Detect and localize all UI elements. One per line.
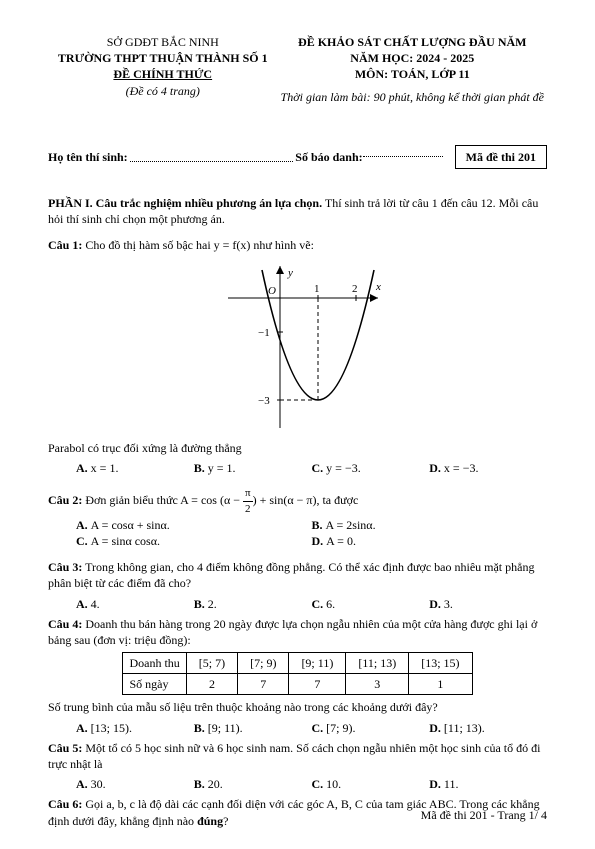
year-line: NĂM HỌC: 2024 - 2025 [278, 50, 547, 66]
q4-label: Câu 4: [48, 617, 82, 631]
subject-line: MÔN: TOÁN, LỚP 11 [278, 66, 547, 82]
question-1: Câu 1: Cho đồ thị hàm số bậc hai y = f(x… [48, 237, 547, 253]
q3-text: Trong không gian, cho 4 điểm không đồng … [48, 560, 534, 590]
q1-chart: y x O 1 2 −1 −3 [48, 260, 547, 434]
q5-A[interactable]: A. 30. [76, 776, 194, 792]
q4-A[interactable]: A. [13; 15). [76, 720, 194, 736]
q2-label: Câu 2: [48, 493, 82, 507]
q2-text-a: Đơn giản biểu thức A = cos [82, 493, 217, 507]
q2-opts-row2: C. A = sinα cosα. D. A = 0. [76, 533, 547, 549]
ytick-neg1: −1 [258, 327, 270, 339]
q4-tail: Số trung bình của mẫu số liệu trên thuộc… [48, 699, 547, 715]
duration-note: Thời gian làm bài: 90 phút, không kể thờ… [278, 89, 547, 105]
table-row: Số ngày 2 7 7 3 1 [123, 674, 472, 695]
question-3: Câu 3: Trong không gian, cho 4 điểm khôn… [48, 559, 547, 591]
xtick-2: 2 [352, 283, 358, 295]
q1-B[interactable]: B. y = 1. [194, 460, 312, 476]
q4-B[interactable]: B. [9; 11). [194, 720, 312, 736]
q3-B[interactable]: B. 2. [194, 596, 312, 612]
q6-text-c: ? [223, 814, 228, 828]
school-line: TRƯỜNG THPT THUẬN THÀNH SỐ 1 [48, 50, 278, 66]
q5-text: Một tổ có 5 học sinh nữ và 6 học sinh na… [48, 741, 540, 771]
row1-label: Doanh thu [123, 653, 186, 674]
q1-D[interactable]: D. x = −3. [429, 460, 547, 476]
q6-text-b: đúng [197, 814, 223, 828]
q1-A[interactable]: A. x = 1. [76, 460, 194, 476]
row2-label: Số ngày [123, 674, 186, 695]
origin-label: O [268, 285, 276, 297]
q3-label: Câu 3: [48, 560, 82, 574]
section-1-title-a: PHẦN I. Câu trắc nghiệm nhiều phương án … [48, 196, 322, 210]
q2-text-b: + sin(α − π), ta được [260, 493, 359, 507]
q5-C[interactable]: C. 10. [312, 776, 430, 792]
q1-tail: Parabol có trục đối xứng là đường thẳng [48, 440, 547, 456]
name-label: Họ tên thí sinh: [48, 149, 128, 165]
q3-C[interactable]: C. 6. [312, 596, 430, 612]
header-right: ĐỀ KHẢO SÁT CHẤT LƯỢNG ĐẦU NĂM NĂM HỌC: … [278, 34, 547, 105]
page-footer: Mã đề thi 201 - Trang 1/ 4 [421, 807, 547, 823]
q3-opts: A. 4. B. 2. C. 6. D. 3. [76, 596, 547, 612]
q1-text: Cho đồ thị hàm số bậc hai y = f(x) như h… [82, 238, 314, 252]
table-row: Doanh thu [5; 7) [7; 9) [9; 11) [11; 13)… [123, 653, 472, 674]
exam-code-box: Mã đề thi 201 [455, 145, 547, 169]
axis-y-label: y [287, 267, 293, 279]
header-left: SỞ GDĐT BẮC NINH TRƯỜNG THPT THUẬN THÀNH… [48, 34, 278, 105]
q2-opts-row1: A. A = cosα + sinα. B. A = 2sinα. [76, 517, 547, 533]
exam-title: ĐỀ KHẢO SÁT CHẤT LƯỢNG ĐẦU NĂM [278, 34, 547, 50]
question-4: Câu 4: Doanh thu bán hàng trong 20 ngày … [48, 616, 547, 648]
q4-C[interactable]: C. [7; 9). [312, 720, 430, 736]
q4-table: Doanh thu [5; 7) [7; 9) [9; 11) [11; 13)… [122, 652, 472, 695]
axis-x-label: x [375, 281, 381, 293]
q3-A[interactable]: A. 4. [76, 596, 194, 612]
q3-D[interactable]: D. 3. [429, 596, 547, 612]
pages-note: (Đề có 4 trang) [48, 83, 278, 99]
q5-label: Câu 5: [48, 741, 82, 755]
q4-D[interactable]: D. [11; 13). [429, 720, 547, 736]
sbd-label: Số báo danh: [295, 149, 362, 165]
q4-opts: A. [13; 15). B. [9; 11). C. [7; 9). D. [… [76, 720, 547, 736]
official-line: ĐỀ CHÍNH THỨC [48, 66, 278, 82]
q6-label: Câu 6: [48, 797, 82, 811]
q5-opts: A. 30. B. 20. C. 10. D. 11. [76, 776, 547, 792]
q5-D[interactable]: D. 11. [429, 776, 547, 792]
dept-line: SỞ GDĐT BẮC NINH [48, 34, 278, 50]
q5-B[interactable]: B. 20. [194, 776, 312, 792]
q2-D[interactable]: D. A = 0. [312, 533, 548, 549]
q1-C[interactable]: C. y = −3. [312, 460, 430, 476]
section-1-intro: PHẦN I. Câu trắc nghiệm nhiều phương án … [48, 195, 547, 227]
q1-opts: A. x = 1. B. y = 1. C. y = −3. D. x = −3… [76, 460, 547, 476]
ytick-neg3: −3 [258, 395, 270, 407]
parabola-svg: y x O 1 2 −1 −3 [208, 260, 388, 430]
question-2: Câu 2: Đơn giản biểu thức A = cos (α − π… [48, 486, 547, 517]
xtick-1: 1 [314, 283, 320, 295]
q2-C[interactable]: C. A = sinα cosα. [76, 533, 312, 549]
candidate-row: Họ tên thí sinh: Số báo danh: Mã đề thi … [48, 145, 547, 169]
name-field[interactable] [130, 152, 294, 162]
question-5: Câu 5: Một tổ có 5 học sinh nữ và 6 học … [48, 740, 547, 772]
sbd-field[interactable] [363, 156, 443, 157]
q4-text: Doanh thu bán hàng trong 20 ngày được lự… [48, 617, 537, 647]
q2-A[interactable]: A. A = cosα + sinα. [76, 517, 312, 533]
q2-B[interactable]: B. A = 2sinα. [312, 517, 548, 533]
q1-label: Câu 1: [48, 238, 82, 252]
